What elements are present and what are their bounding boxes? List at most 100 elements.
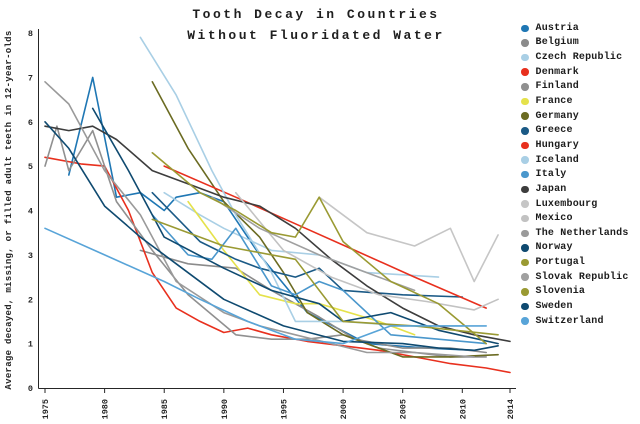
legend-label: France bbox=[535, 96, 573, 108]
legend-item-the-netherlands: The Netherlands bbox=[521, 226, 629, 241]
legend-label: Luxembourg bbox=[535, 198, 598, 210]
x-tick-label: 2010 bbox=[458, 399, 468, 419]
y-tick-label: 4 bbox=[28, 207, 33, 217]
legend-label: Germany bbox=[535, 110, 579, 122]
legend-item-portugal: Portugal bbox=[521, 255, 629, 270]
series-line-luxembourg bbox=[318, 196, 499, 283]
legend-color-dot bbox=[521, 68, 529, 76]
legend-label: Slovak Republic bbox=[535, 271, 629, 283]
legend-label: The Netherlands bbox=[535, 227, 629, 239]
legend-item-japan: Japan bbox=[521, 182, 629, 197]
legend-color-dot bbox=[521, 200, 529, 208]
y-tick-label: 1 bbox=[28, 340, 33, 350]
legend-label: Belgium bbox=[535, 37, 579, 49]
series-line-iceland bbox=[139, 36, 464, 327]
legend-item-slovenia: Slovenia bbox=[521, 285, 629, 300]
series-line-france bbox=[187, 200, 416, 336]
legend-label: Mexico bbox=[535, 213, 573, 225]
legend-color-dot bbox=[521, 244, 529, 252]
legend-color-dot bbox=[521, 288, 529, 296]
x-tick-label: 2014 bbox=[506, 399, 516, 419]
legend-label: Portugal bbox=[535, 257, 586, 269]
legend-label: Italy bbox=[535, 169, 567, 181]
legend-color-dot bbox=[521, 141, 529, 150]
x-tick-label: 1990 bbox=[220, 399, 230, 419]
legend-label: Hungary bbox=[535, 139, 579, 151]
legend-item-denmark: Denmark bbox=[521, 65, 629, 80]
legend-label: Slovenia bbox=[535, 286, 586, 298]
legend-color-dot bbox=[521, 258, 529, 267]
series-line-sweden bbox=[44, 121, 499, 352]
legend-label: Austria bbox=[535, 22, 579, 34]
x-tick-label: 2005 bbox=[399, 399, 409, 419]
series-line-denmark bbox=[44, 156, 511, 374]
chart-legend: Austria Belgium Czech Republic Denmark Finla… bbox=[521, 21, 629, 328]
legend-label: Norway bbox=[535, 242, 573, 254]
y-tick-label: 0 bbox=[28, 384, 33, 394]
legend-item-switzerland: Switzerland bbox=[521, 314, 629, 329]
y-tick-label: 8 bbox=[28, 29, 33, 39]
legend-label: Iceland bbox=[535, 154, 579, 166]
legend-item-iceland: Iceland bbox=[521, 153, 629, 168]
y-tick-label: 6 bbox=[28, 118, 33, 128]
legend-item-sweden: Sweden bbox=[521, 299, 629, 314]
series-line-slovenia bbox=[151, 152, 488, 345]
legend-color-dot bbox=[521, 185, 529, 194]
legend-color-dot bbox=[521, 39, 529, 47]
series-line-hungary bbox=[163, 165, 488, 309]
legend-label: Finland bbox=[535, 81, 579, 93]
legend-color-dot bbox=[521, 24, 529, 33]
legend-label: Switzerland bbox=[535, 315, 604, 327]
legend-color-dot bbox=[521, 156, 529, 164]
x-tick-label: 1975 bbox=[41, 399, 51, 419]
chart-title-line-2: Without Fluoridated Water bbox=[187, 28, 445, 43]
legend-item-italy: Italy bbox=[521, 167, 629, 182]
legend-label: Czech Republic bbox=[535, 52, 623, 64]
legend-item-austria: Austria bbox=[521, 21, 629, 36]
series-line-portugal bbox=[151, 218, 499, 336]
legend-item-finland: Finland bbox=[521, 80, 629, 95]
legend-color-dot bbox=[521, 53, 529, 62]
legend-label: Sweden bbox=[535, 300, 573, 312]
x-tick-label: 1985 bbox=[160, 399, 170, 419]
legend-item-luxembourg: Luxembourg bbox=[521, 197, 629, 212]
series-line-norway bbox=[91, 107, 499, 345]
legend-item-germany: Germany bbox=[521, 109, 629, 124]
chart-title-line-1: Tooth Decay in Countries bbox=[192, 7, 440, 22]
legend-color-dot bbox=[521, 170, 529, 179]
legend-color-dot bbox=[521, 317, 529, 325]
series-line-switzerland bbox=[44, 227, 488, 345]
y-tick-label: 7 bbox=[28, 73, 33, 83]
legend-color-dot bbox=[521, 127, 529, 135]
x-tick-label: 1980 bbox=[101, 399, 111, 419]
x-tick-label: 1995 bbox=[279, 399, 289, 419]
legend-color-dot bbox=[521, 97, 529, 106]
legend-color-dot bbox=[521, 214, 529, 223]
legend-label: Denmark bbox=[535, 66, 579, 78]
series-line-finland bbox=[44, 125, 488, 358]
legend-color-dot bbox=[521, 273, 529, 281]
legend-color-dot bbox=[521, 229, 529, 238]
y-tick-label: 5 bbox=[28, 162, 33, 172]
y-tick-label: 2 bbox=[28, 295, 33, 305]
series-line-japan bbox=[44, 125, 511, 343]
legend-item-france: France bbox=[521, 94, 629, 109]
legend-color-dot bbox=[521, 112, 529, 120]
legend-label: Greece bbox=[535, 125, 573, 137]
legend-item-slovak-republic: Slovak Republic bbox=[521, 270, 629, 285]
legend-item-belgium: Belgium bbox=[521, 36, 629, 51]
legend-item-norway: Norway bbox=[521, 241, 629, 256]
legend-item-czech-republic: Czech Republic bbox=[521, 50, 629, 65]
legend-color-dot bbox=[521, 83, 529, 91]
y-tick-label: 3 bbox=[28, 251, 33, 261]
x-tick-label: 2000 bbox=[339, 399, 349, 419]
series-line-mexico bbox=[235, 191, 499, 311]
legend-item-greece: Greece bbox=[521, 123, 629, 138]
series-line-greece bbox=[151, 191, 464, 298]
y-axis-label: Average decayed, missing, or filled adul… bbox=[4, 30, 14, 389]
legend-item-mexico: Mexico bbox=[521, 211, 629, 226]
series-line-czech-republic bbox=[163, 191, 440, 278]
legend-label: Japan bbox=[535, 183, 567, 195]
